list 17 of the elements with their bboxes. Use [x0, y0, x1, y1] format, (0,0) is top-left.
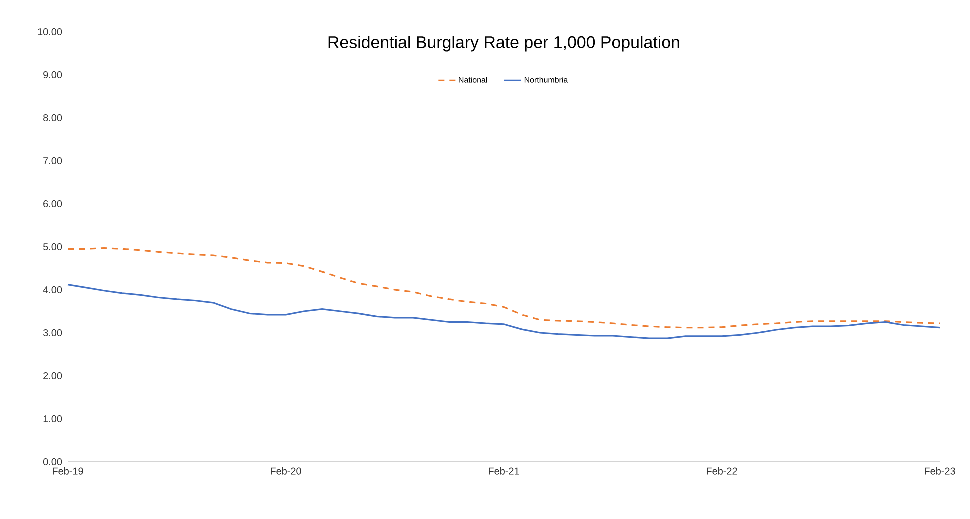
y-tick-label: 3.00	[43, 329, 62, 337]
y-tick-label: 4.00	[43, 286, 62, 294]
y-tick-label: 6.00	[44, 200, 62, 208]
x-tick-label: Feb-21	[489, 468, 520, 475]
x-tick-label: Feb-19	[53, 468, 84, 475]
y-tick-label: 5.00	[43, 243, 62, 251]
y-tick-label: 7.00	[44, 157, 62, 165]
x-tick-label: Feb-20	[271, 468, 302, 475]
y-tick-label: 0.00	[43, 458, 62, 466]
y-tick-label: 9.00	[44, 71, 62, 79]
chart-title: Residential Burglary Rate per 1,000 Population	[328, 36, 680, 52]
y-tick-label: 10.00	[38, 28, 62, 36]
x-tick-label: Feb-23	[925, 468, 956, 475]
y-tick-label: 1.00	[44, 415, 62, 423]
x-tick-label: Feb-22	[707, 468, 738, 475]
y-tick-label: 8.00	[44, 114, 62, 122]
y-tick-label: 2.00	[44, 372, 62, 380]
